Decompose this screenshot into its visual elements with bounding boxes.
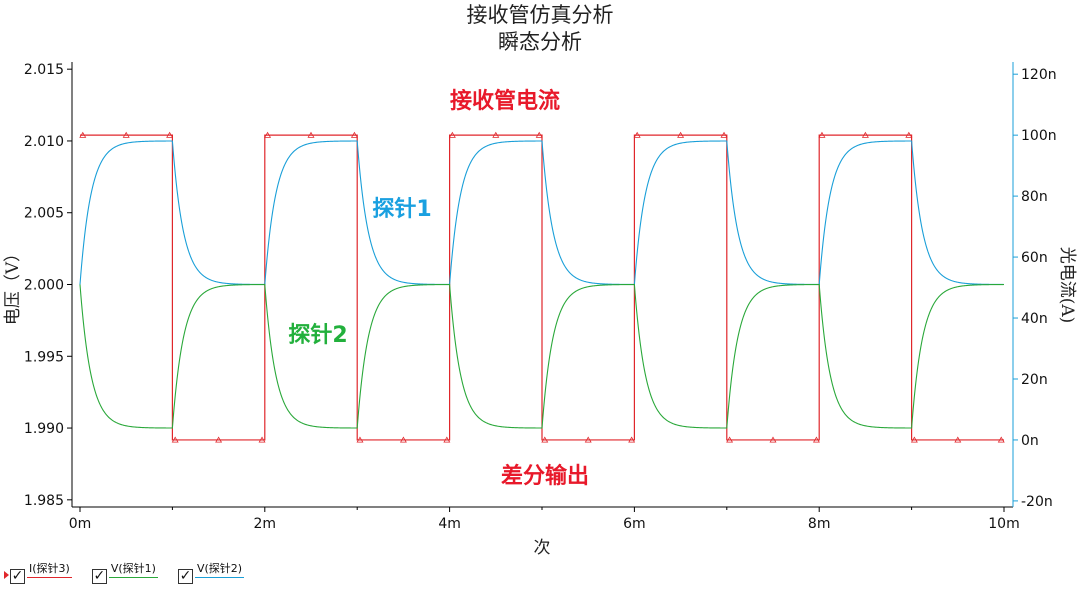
legend-label: V(探针1) xyxy=(108,562,158,578)
series-marker xyxy=(818,131,826,138)
y-left-tick-label: 1.995 xyxy=(24,349,64,365)
series-marker xyxy=(258,436,266,443)
chart-title: 接收管仿真分析 xyxy=(467,3,614,27)
series-marker xyxy=(633,131,641,138)
series-marker xyxy=(399,436,407,443)
y-right-tick-label: 20n xyxy=(1021,372,1048,388)
series-line-probe-upper xyxy=(79,140,1005,286)
x-tick-label: 8m xyxy=(808,516,831,532)
series-marker xyxy=(910,436,918,443)
annotation-current: 接收管电流 xyxy=(450,88,560,114)
series-marker xyxy=(812,436,820,443)
chart-subtitle: 瞬态分析 xyxy=(498,30,582,54)
series-marker xyxy=(628,436,636,443)
y-right-tick-label: 60n xyxy=(1021,250,1048,266)
legend-active-marker-icon xyxy=(4,561,10,579)
series-marker xyxy=(171,436,179,443)
series-marker xyxy=(954,436,962,443)
y-right-axis-title: 光电流(A) xyxy=(1057,247,1077,324)
legend: ✓ I(探针3) ✓ V(探针1) ✓ V(探针2) xyxy=(4,561,258,591)
x-tick-label: 10m xyxy=(988,516,1019,532)
series-marker xyxy=(215,436,223,443)
x-axis-title: 次 xyxy=(534,538,551,558)
ticks-layer: 0m 2m 4m 6m 8m 10m 2.015 2.010 2.005 2.000 1.995 1.… xyxy=(24,62,1057,532)
series-marker xyxy=(79,131,87,138)
series-marker xyxy=(769,436,777,443)
series-marker xyxy=(307,131,315,138)
series-marker xyxy=(356,436,364,443)
legend-checkbox[interactable]: ✓ xyxy=(177,568,193,584)
series-marker xyxy=(492,131,500,138)
series-marker xyxy=(726,436,734,443)
legend-item-current[interactable]: ✓ I(探针3) xyxy=(4,561,72,584)
series-marker xyxy=(861,131,869,138)
legend-label: I(探针3) xyxy=(27,562,72,578)
y-right-tick-label: 80n xyxy=(1021,189,1048,205)
series-marker xyxy=(541,436,549,443)
y-left-tick-label: 2.010 xyxy=(24,134,64,150)
y-right-tick-label: 40n xyxy=(1021,311,1048,327)
series-marker xyxy=(166,131,174,138)
series-line-current xyxy=(80,134,1004,441)
y-right-tick-label: 120n xyxy=(1021,67,1057,83)
series-marker xyxy=(720,131,728,138)
y-right-tick-label: -20n xyxy=(1021,494,1053,510)
annotation-probe2: 探针2 xyxy=(288,322,347,348)
x-tick-label: 2m xyxy=(254,516,277,532)
x-tick-label: 0m xyxy=(69,516,92,532)
x-tick-label: 4m xyxy=(438,516,461,532)
series-marker xyxy=(443,436,451,443)
series-line-probe-lower xyxy=(79,283,1005,429)
y-right-tick-label: 0n xyxy=(1021,433,1039,449)
series-marker xyxy=(264,131,272,138)
legend-checkbox[interactable]: ✓ xyxy=(10,568,25,584)
y-right-tick-label: 100n xyxy=(1021,128,1057,144)
legend-label: V(探针2) xyxy=(194,562,245,578)
series-marker xyxy=(584,436,592,443)
series-marker xyxy=(122,131,130,138)
y-left-tick-label: 1.985 xyxy=(24,493,64,509)
legend-item-probe2[interactable]: ✓ V(探针2) xyxy=(172,561,245,584)
series-marker xyxy=(997,436,1005,443)
annotation-diff: 差分输出 xyxy=(501,463,589,489)
series-marker xyxy=(448,131,456,138)
x-tick-label: 6m xyxy=(623,516,646,532)
y-left-tick-label: 2.005 xyxy=(24,206,64,222)
series-marker xyxy=(677,131,685,138)
annotation-probe1: 探针1 xyxy=(372,196,431,222)
y-left-tick-label: 1.990 xyxy=(24,421,64,437)
series-marker xyxy=(350,131,358,138)
legend-item-probe1[interactable]: ✓ V(探针1) xyxy=(86,561,158,584)
series-layer xyxy=(79,131,1005,443)
series-marker xyxy=(535,131,543,138)
y-left-tick-label: 2.015 xyxy=(24,62,64,78)
y-left-tick-label: 2.000 xyxy=(24,278,64,294)
y-left-axis-title: 电压（V） xyxy=(3,245,23,325)
series-marker xyxy=(905,131,913,138)
legend-checkbox[interactable]: ✓ xyxy=(91,568,107,584)
